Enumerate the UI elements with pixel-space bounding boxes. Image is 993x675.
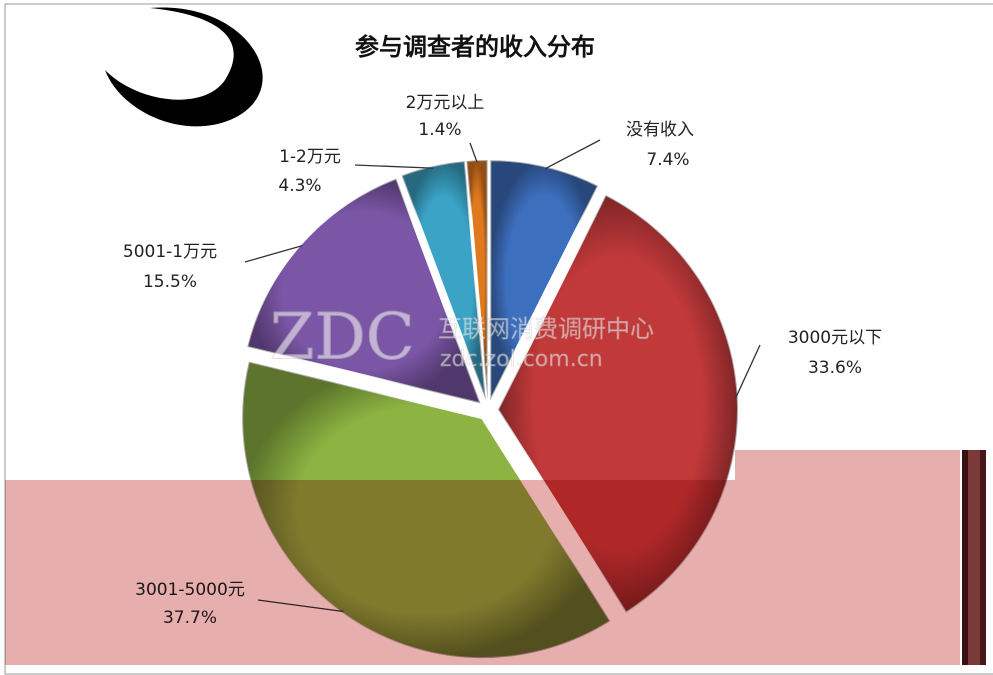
slice-shade [466, 160, 488, 401]
crescent-overlay [105, 7, 263, 127]
slice-label: 3000元以下 [788, 328, 882, 348]
slice-label: 2万元以上 [406, 93, 485, 113]
slice-shade [490, 160, 599, 401]
pink-overlay [5, 480, 960, 665]
leader-line [244, 244, 303, 263]
slice-value-label: 4.3% [278, 176, 321, 196]
slice-shade [401, 161, 486, 401]
slice-label: 没有收入 [626, 120, 694, 140]
slice-label: 1-2万元 [279, 147, 341, 167]
leader-line [354, 164, 434, 169]
watermark-logo: ZDC [270, 301, 415, 375]
dark-bar [962, 450, 968, 665]
dark-bar [980, 450, 986, 665]
dark-bar [968, 450, 980, 665]
slice-shade [247, 178, 481, 404]
leader-line [735, 344, 761, 399]
slice-value-label: 15.5% [143, 272, 197, 292]
slice-value-label: 33.6% [808, 358, 862, 378]
watermark-name: 互联网消费调研中心 [438, 315, 654, 343]
leader-line [469, 142, 478, 163]
watermark: ZDC 互联网消费调研中心 zdc.zol.com.cn [270, 300, 655, 375]
chart-title: 参与调查者的收入分布 [355, 33, 595, 61]
pink-overlay-top [735, 450, 960, 480]
watermark-url: zdc.zol.com.cn [440, 347, 603, 372]
leader-line [544, 139, 601, 170]
slice-value-label: 7.4% [646, 150, 689, 170]
slice-value-label: 1.4% [418, 120, 461, 140]
slice-label: 5001-1万元 [123, 242, 217, 262]
